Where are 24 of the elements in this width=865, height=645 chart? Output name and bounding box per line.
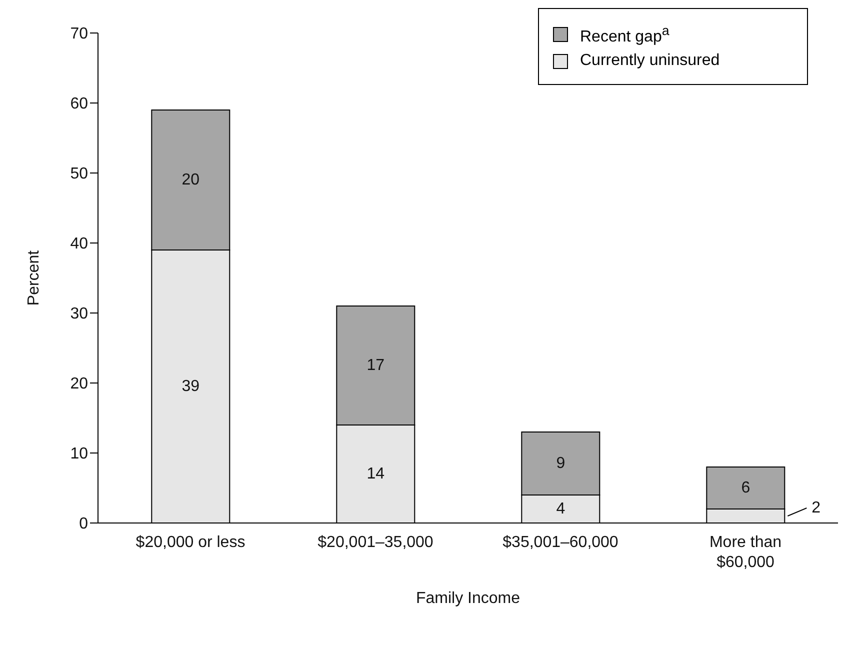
legend-label: Currently uninsured [580,52,720,70]
y-tick-label: 40 [70,236,88,253]
y-tick-label: 70 [70,26,88,43]
x-tick-label: $20,001–35,000 [318,534,434,551]
y-tick-label: 0 [79,516,88,533]
y-tick-label: 60 [70,96,88,113]
y-tick-label: 20 [70,376,88,393]
y-tick-label: 50 [70,166,88,183]
data-label: 9 [556,455,566,472]
data-label: 17 [366,357,385,374]
y-tick-label: 30 [70,306,88,323]
x-tick-label: $20,000 or less [136,534,246,551]
x-tick-label: More than $60,000 [709,534,782,571]
data-label: 39 [182,378,200,395]
legend-label: Recent gap$^{a}$ [580,23,670,46]
x-tick-label: $35,001–60,000 [502,534,618,551]
data-label: 14 [366,466,385,482]
data-label: 20 [182,172,200,188]
y-axis-title: Percent [26,250,43,306]
x-axis-title: Family Income [416,590,520,607]
data-label: 4 [556,500,566,518]
data-label: 6 [741,480,750,496]
data-label: 2 [812,500,821,516]
y-tick-label: 10 [70,446,88,463]
